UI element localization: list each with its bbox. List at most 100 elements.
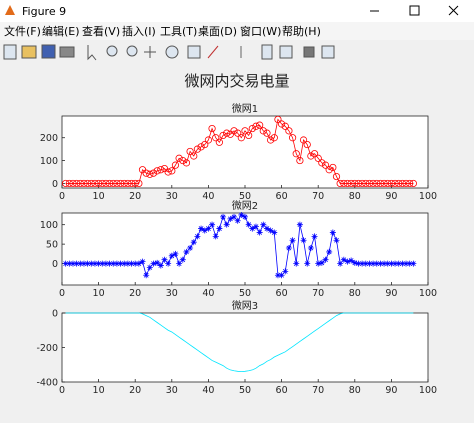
marker [164,168,172,176]
marker [146,170,154,178]
brush-icon[interactable] [207,45,219,59]
save-icon[interactable] [41,44,56,59]
select-icon[interactable] [87,45,97,61]
separator [240,46,242,58]
marker [135,179,143,188]
marker [366,260,373,267]
marker [355,260,362,267]
marker [299,136,308,144]
x-tick-label: 90 [385,288,397,299]
marker [248,124,256,133]
marker [179,256,186,263]
zoom-in-icon[interactable] [106,45,118,57]
menu-item[interactable]: 编辑(E) [42,24,80,38]
x-tick-label: 0 [59,288,65,299]
y-tick-label: 100 [40,156,58,167]
menu-group: 文件(F) 编辑(E) 查看(V) 插入(I) 工具(T) 桌面(D) 窗口(W) 帮助(H) [4,24,321,38]
marker [88,260,95,267]
marker [311,233,318,240]
marker [102,179,110,188]
marker [127,179,136,188]
new-icon[interactable] [3,44,17,60]
colorbar-icon[interactable] [279,45,293,59]
axes-background [61,212,429,286]
x-tick-label: 50 [239,288,251,299]
marker [212,134,220,142]
datatip-icon[interactable] [187,45,201,59]
x-tick-label: 100 [419,385,437,396]
x-tick-label: 20 [129,191,141,202]
marker [197,143,205,151]
marker [231,213,238,220]
zoom-out-icon[interactable] [126,45,138,57]
menu-item[interactable]: 插入(I) [122,24,156,38]
figure-title: 微网内交易电量 [184,72,289,90]
marker [241,127,249,135]
x-tick-label: 100 [419,288,437,299]
marker [157,262,164,269]
menu-item[interactable]: 帮助(H) [282,24,321,38]
marker [277,120,286,128]
marker [132,260,139,267]
marker [285,127,293,135]
link-icon[interactable] [261,44,273,60]
y-tick-label: 0 [52,179,58,190]
x-tick-label: 0 [59,385,65,396]
marker [65,179,73,188]
legend-icon[interactable] [303,46,315,58]
marker [259,127,267,135]
marker [369,179,377,188]
marker [190,239,197,246]
rotate-icon[interactable] [165,45,179,59]
pan-icon[interactable] [144,46,156,58]
data-line [65,312,414,373]
menu-item[interactable]: 查看(V) [82,24,120,38]
marker [296,156,304,165]
marker [165,260,172,267]
marker [303,140,311,149]
marker [249,225,256,232]
menu-item[interactable]: 窗口(W) [240,24,281,38]
x-tick-label: 60 [276,191,288,202]
maximize-button[interactable] [409,5,420,16]
marker [300,237,307,244]
marker [168,252,175,259]
marker [208,124,216,133]
marker [171,161,180,169]
menu-item[interactable]: 工具(T) [160,25,197,38]
marker [337,260,344,267]
print-icon[interactable] [59,46,75,58]
marker [388,260,395,267]
menu-item[interactable]: 桌面(D) [198,25,237,38]
menu-item[interactable]: 文件(F) [4,24,41,38]
marker [230,127,238,135]
marker [66,260,73,267]
close-button[interactable] [448,5,459,16]
marker [80,260,87,267]
plot-tools-icon[interactable] [321,45,335,59]
axes-background [61,115,429,189]
x-tick-label: 20 [129,288,141,299]
x-tick-label: 80 [349,288,361,299]
marker [245,221,252,228]
marker [150,260,157,267]
y-tick-label: 0 [52,309,58,320]
title-bar [0,0,474,22]
open-icon[interactable] [21,45,37,59]
marker [194,233,201,240]
marker [322,256,329,263]
marker [263,129,271,137]
marker [351,259,358,266]
marker [289,237,296,244]
marker [376,179,385,188]
marker [201,227,208,234]
x-tick-label: 40 [202,385,214,396]
marker [205,225,212,232]
marker [260,221,267,228]
marker [73,179,81,188]
marker [149,169,158,177]
marker [113,260,120,267]
marker [384,179,392,188]
